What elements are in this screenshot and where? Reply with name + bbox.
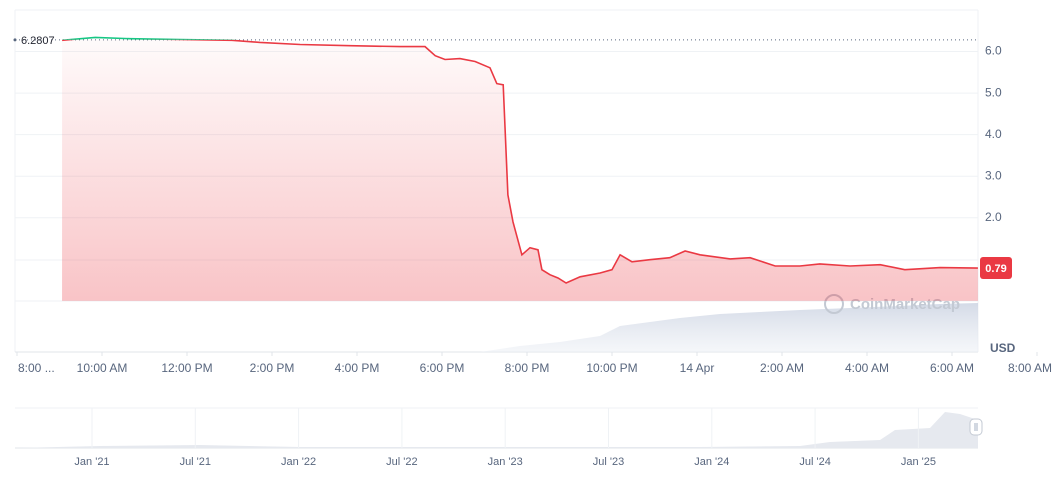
x-tick-label: 6:00 PM [420,361,465,375]
y-tick-label: 5.0 [985,85,1002,99]
x-tick-label: 10:00 AM [77,361,128,375]
reference-label: 6.2807 [21,35,55,47]
y-tick-label: 2.0 [985,210,1002,224]
navigator-label: Jul '23 [593,456,624,468]
x-tick-label: 8:00 AM [1008,361,1052,375]
navigator-label: Jul '21 [180,456,211,468]
navigator-label: Jan '23 [488,456,523,468]
x-tick-label: 4:00 AM [845,361,889,375]
x-tick-label: 4:00 PM [335,361,380,375]
x-tick-label: 8:00 ... [18,361,55,375]
x-tick-label: 10:00 PM [586,361,637,375]
x-tick-label: 6:00 AM [930,361,974,375]
last-price-tag [980,257,1012,280]
navigator-label: Jul '24 [799,456,830,468]
x-tick-label: 14 Apr [680,361,715,375]
x-tick-label: 12:00 PM [161,361,212,375]
x-tick-label: 2:00 PM [250,361,295,375]
navigator [15,407,983,449]
navigator-label: Jan '24 [694,456,729,468]
last-price-label: 0.79 [985,263,1006,275]
navigator-label: Jan '25 [901,456,936,468]
y-tick-label: 3.0 [985,168,1002,182]
y-tick-label: 4.0 [985,127,1002,141]
navigator-label: Jul '22 [386,456,417,468]
x-tick-label: 8:00 PM [505,361,550,375]
reference-dot [13,38,17,42]
x-tick-label: 2:00 AM [760,361,804,375]
price-line-down [62,39,978,284]
navigator-label: Jan '21 [74,456,109,468]
y-tick-label: 6.0 [985,44,1002,58]
price-area [62,39,978,301]
navigator-label: Jan '22 [281,456,316,468]
currency-label: USD [990,341,1016,355]
volume-area [15,303,978,352]
